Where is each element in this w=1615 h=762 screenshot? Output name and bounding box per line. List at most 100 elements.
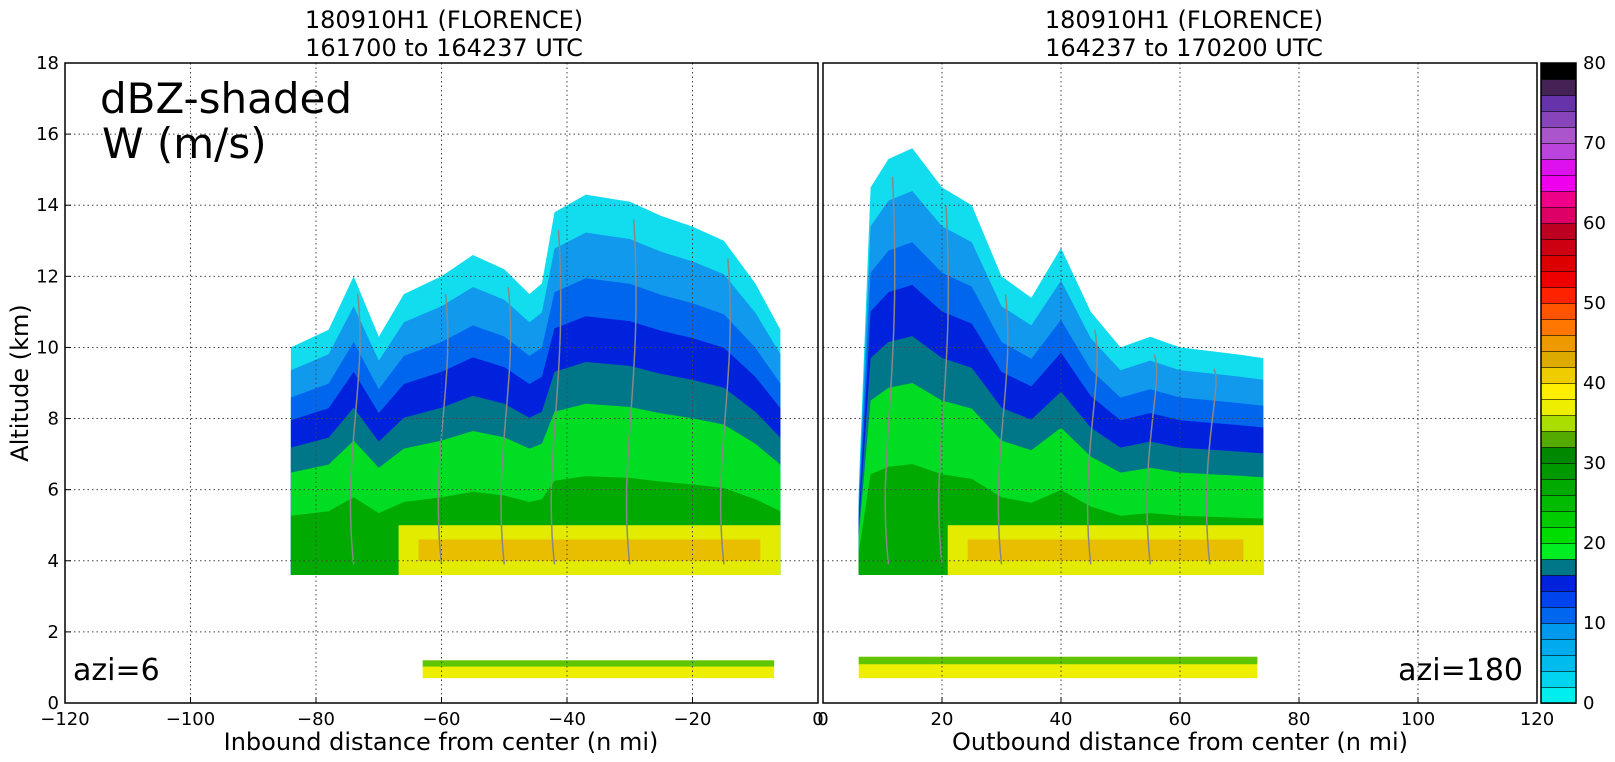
colorbar-tick-label: 70 [1583,133,1606,154]
left-x-axis-label: Inbound distance from center (n mi) [224,728,659,756]
colorbar-cell [1540,62,1577,80]
y-axis-label: Altitude (km) [6,304,34,461]
x-tick-label: 0 [817,709,828,730]
colorbar-tick-label: 80 [1583,53,1606,74]
y-tick-label: 6 [48,480,59,501]
colorbar-cell [1540,478,1577,496]
right-x-axis-label: Outbound distance from center (n mi) [952,728,1408,756]
x-tick-label: −100 [166,709,215,730]
colorbar-cell [1540,238,1577,256]
annotation-w-units: W (m/s) [102,119,267,168]
colorbar-cell [1540,606,1577,624]
left-velocity-contours [349,219,731,565]
colorbar-cell [1540,574,1577,592]
colorbar-cell [1540,622,1577,640]
x-tick-label: −120 [40,709,89,730]
x-tick-label: −40 [548,709,586,730]
y-tick-label: 14 [36,195,59,216]
right-panel: 0 20 40 60 80 100 120 azi=180 [817,62,1554,730]
colorbar-cell [1540,142,1577,160]
colorbar-cell [1540,350,1577,368]
velocity-contour [349,294,361,565]
colorbar: 0 10 20 30 40 50 60 70 80 [1540,53,1606,714]
left-y-ticks: 0 2 4 6 8 10 12 14 16 18 [36,53,71,714]
left-reflectivity-field [290,194,781,679]
left-panel: −120 −100 −80 −60 −40 −20 0 0 2 4 6 8 10 12 14 16 18 dB… [36,53,824,730]
velocity-contour [1086,329,1098,565]
bright-band-core [418,539,761,561]
x-tick-label: 100 [1401,709,1435,730]
colorbar-tick-label: 30 [1583,453,1606,474]
left-title-line2: 161700 to 164237 UTC [305,34,583,62]
velocity-contour [938,205,950,565]
x-tick-label: 80 [1288,709,1311,730]
colorbar-cell [1540,638,1577,656]
colorbar-cell [1540,286,1577,304]
x-tick-label: 40 [1050,709,1073,730]
low-level-band-top [858,656,1258,665]
colorbar-cell [1540,430,1577,448]
right-title-line2: 164237 to 170200 UTC [1045,34,1323,62]
x-tick-label: 60 [1169,709,1192,730]
colorbar-cell [1540,670,1577,688]
colorbar-cell [1540,366,1577,384]
bright-band-core [967,539,1244,561]
colorbar-ticks: 0 10 20 30 40 50 60 70 80 [1583,53,1606,714]
right-velocity-contours [884,176,1217,565]
left-x-ticks: −120 −100 −80 −60 −40 −20 0 [40,697,824,730]
colorbar-cell [1540,542,1577,560]
x-tick-label: 20 [931,709,954,730]
velocity-contour [719,258,731,565]
velocity-contour [437,294,449,565]
colorbar-cell [1540,462,1577,480]
colorbar-cell [1540,158,1577,176]
colorbar-cell [1540,302,1577,320]
x-tick-label: −60 [423,709,461,730]
colorbar-cell [1540,222,1577,240]
colorbar-tick-label: 10 [1583,613,1606,634]
right-x-ticks: 0 20 40 60 80 100 120 [817,697,1554,730]
x-tick-label: −80 [297,709,335,730]
y-tick-label: 2 [48,622,59,643]
velocity-contour [1205,368,1217,565]
colorbar-cell [1540,686,1577,704]
low-level-band-top [422,660,775,667]
velocity-contour [884,176,896,565]
colorbar-cell [1540,398,1577,416]
colorbar-cell [1540,174,1577,192]
colorbar-frame [1540,62,1577,704]
velocity-contour [1146,354,1158,565]
colorbar-tick-label: 50 [1583,293,1606,314]
colorbar-cell [1540,334,1577,352]
y-tick-label: 18 [36,53,59,74]
y-tick-label: 4 [48,551,59,572]
colorbar-cell [1540,94,1577,112]
y-tick-label: 12 [36,266,59,287]
y-tick-label: 8 [48,409,59,430]
velocity-contour [550,230,562,565]
colorbar-cell [1540,190,1577,208]
velocity-contour [500,286,512,565]
y-tick-label: 0 [48,693,59,714]
colorbar-tick-label: 60 [1583,213,1606,234]
colorbar-cell [1540,414,1577,432]
colorbar-tick-label: 0 [1583,693,1594,714]
right-azi-label: azi=180 [1398,653,1523,688]
colorbar-cell [1540,446,1577,464]
x-tick-label: 0 [812,709,823,730]
colorbar-cell [1540,510,1577,528]
colorbar-cell [1540,654,1577,672]
colorbar-cell [1540,126,1577,144]
left-azi-label: azi=6 [73,653,160,688]
colorbar-tick-label: 40 [1583,373,1606,394]
colorbar-cell [1540,270,1577,288]
y-tick-label: 16 [36,124,59,145]
colorbar-cell [1540,318,1577,336]
colorbar-cell [1540,206,1577,224]
colorbar-cell [1540,78,1577,96]
x-tick-label: 120 [1520,709,1554,730]
colorbar-cell [1540,110,1577,128]
x-tick-label: −20 [674,709,712,730]
colorbar-cell [1540,558,1577,576]
